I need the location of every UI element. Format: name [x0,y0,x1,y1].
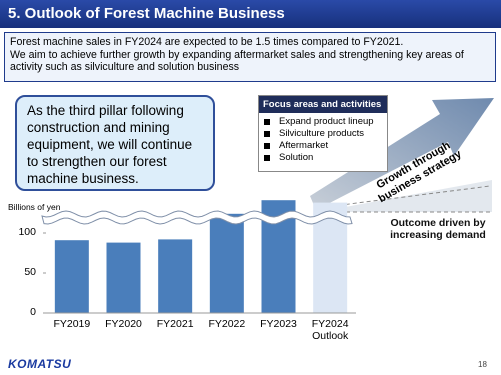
x-tick-label: FY2020 [105,318,142,330]
focus-list: Expand product lineup Silviculture produ… [259,113,387,164]
summary-line: Forest machine sales in FY2024 are expec… [10,36,404,48]
axis-break [41,210,353,225]
summary-box: Forest machine sales in FY2024 are expec… [4,32,496,82]
x-tick-label: FY2021 [156,318,194,330]
callout: As the third pillar following constructi… [15,95,215,191]
outcome-arrow [318,180,492,212]
y-tick-label: 50 [24,266,36,278]
slide-title: 5. Outlook of Forest Machine Business [0,0,501,28]
y-tick-label: 100 [18,226,36,238]
focus-item: Silviculture products [259,128,387,140]
bar [158,239,193,313]
bar [54,240,89,313]
bar [209,213,244,313]
page-number: 18 [478,360,487,369]
x-tick-label: FY2023 [260,318,297,330]
growth-arrow [310,98,494,210]
x-tick-label: FY2019 [53,318,91,330]
x-tick-label: FY2024 Outlook [311,318,349,342]
logo: KOMATSU [8,357,72,371]
y-axis-label: Billions of yen [8,202,61,212]
focus-box: Focus areas and activities Expand produc… [258,95,388,172]
focus-item: Solution [259,152,387,164]
focus-item: Aftermarket [259,140,387,152]
x-tick-label: FY2022 [208,318,246,330]
summary-line: We aim to achieve further growth by expa… [10,48,464,74]
bar [106,242,141,313]
focus-title: Focus areas and activities [259,96,387,113]
y-tick-label: 0 [30,306,36,318]
outcome-label: Outcome driven by increasing demand [390,217,486,241]
focus-item: Expand product lineup [259,116,387,128]
